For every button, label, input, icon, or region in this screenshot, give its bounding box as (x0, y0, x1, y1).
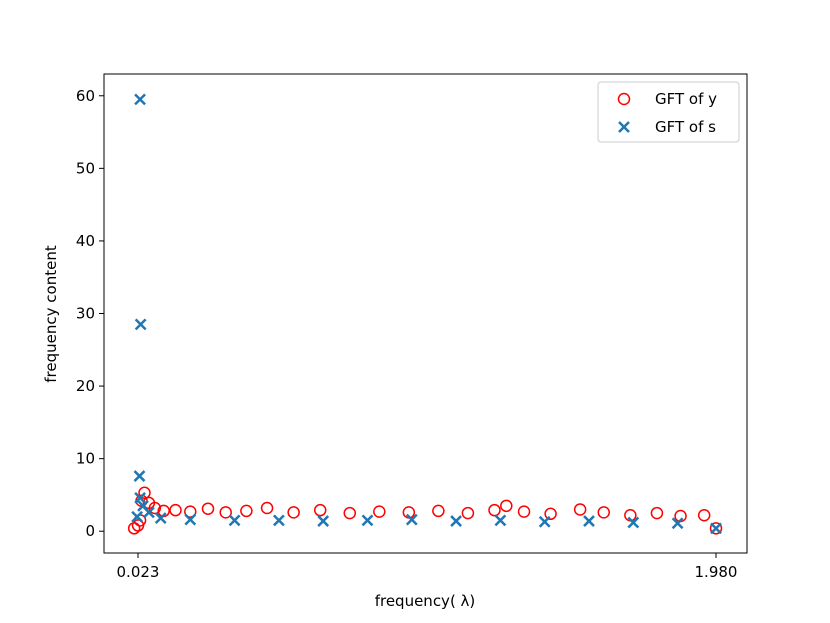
data-point-gft-y (343, 506, 357, 520)
x-axis: 0.023 1.980 (117, 553, 738, 581)
data-point-gft-y (573, 503, 587, 516)
data-point-gft-y (597, 506, 611, 519)
data-point-gft-y (709, 522, 723, 535)
y-tick-label: 30 (76, 305, 95, 323)
data-point-gft-y (127, 522, 141, 535)
axes-frame (103, 73, 748, 554)
data-point-gft-s (627, 516, 640, 529)
legend-label-gft-s: GFT of s (655, 118, 716, 136)
data-point-gft-s (184, 513, 197, 526)
x-tick-label: 0.023 (117, 563, 160, 581)
data-point-gft-y (488, 503, 501, 517)
data-point-gft-y (517, 505, 531, 518)
legend-label-gft-y: GFT of y (655, 90, 717, 108)
y-axis-label: frequency content (42, 245, 60, 383)
data-point-gft-y (201, 502, 215, 515)
y-tick-label: 10 (76, 450, 95, 468)
data-point-gft-y (240, 504, 253, 518)
data-point-gft-s (134, 318, 147, 331)
x-tick-label: 1.980 (695, 563, 738, 581)
data-point-gft-s (450, 515, 462, 527)
data-point-gft-y (169, 503, 182, 517)
data-point-gft-y (461, 506, 475, 520)
data-point-gft-y (260, 501, 274, 515)
data-point-gft-s (272, 514, 285, 527)
data-point-gft-y (184, 505, 197, 518)
x-axis-label: frequency( λ) (375, 592, 476, 610)
legend-marker-gft-s (618, 121, 630, 133)
data-point-gft-y (432, 504, 445, 518)
y-tick-label: 50 (76, 159, 95, 177)
data-point-gft-s (538, 515, 551, 528)
y-axis: 0 10 20 30 40 50 60 (76, 87, 104, 540)
y-tick-label: 0 (85, 522, 95, 540)
data-point-gft-s (134, 491, 146, 504)
data-point-gft-s (494, 514, 507, 527)
data-point-gft-s (710, 522, 722, 535)
data-point-gft-y (313, 503, 327, 517)
data-point-gft-s (133, 470, 146, 482)
data-point-gft-y (500, 499, 513, 513)
data-point-gft-y (138, 486, 151, 500)
data-point-gft-s (405, 513, 418, 526)
data-point-gft-y (373, 505, 386, 518)
y-tick-label: 40 (76, 232, 95, 250)
plot-area (127, 93, 723, 535)
data-point-gft-y (287, 506, 300, 519)
data-point-gft-s (317, 515, 330, 527)
data-point-gft-s (361, 514, 374, 527)
data-point-gft-s (671, 517, 684, 530)
data-point-gft-s (583, 515, 595, 527)
data-point-gft-y (544, 507, 557, 521)
data-point-gft-s (134, 93, 146, 106)
data-point-gft-y (697, 509, 711, 522)
legend-box (597, 81, 740, 143)
y-tick-label: 20 (76, 377, 95, 395)
data-point-gft-y (148, 501, 162, 515)
data-point-gft-s (143, 506, 155, 519)
y-tick-label: 60 (76, 87, 95, 105)
data-point-gft-s (131, 510, 143, 523)
legend-marker-gft-y (617, 92, 631, 106)
data-point-gft-s (228, 514, 241, 527)
data-point-gft-s (154, 512, 167, 525)
legend: GFT of y GFT of s (597, 81, 740, 143)
data-point-gft-y (219, 506, 232, 519)
data-point-gft-y (650, 506, 664, 520)
